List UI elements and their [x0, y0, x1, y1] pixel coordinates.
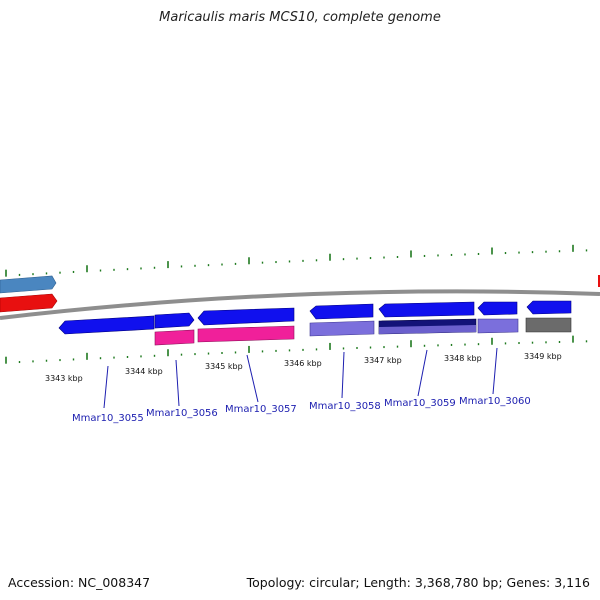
lower-feature-row — [154, 317, 572, 346]
inner-tick-arc — [5, 335, 588, 364]
scale-label: 3347 kbp — [364, 356, 402, 365]
scale-label: 3343 kbp — [45, 374, 83, 383]
scale-label: 3344 kbp — [125, 367, 163, 376]
leader-line-3059 — [417, 349, 428, 397]
feature-navy-3059-sheen — [379, 325, 476, 334]
gene-label-3059[interactable]: Mmar10_3059 — [384, 398, 456, 409]
upper-feature-row — [58, 300, 572, 335]
genome-summary-text: Topology: circular; Length: 3,368,780 bp… — [246, 575, 590, 590]
feature-purple-3060 — [477, 318, 519, 334]
accession-text: Accession: NC_008347 — [8, 575, 151, 590]
gene-label-3058[interactable]: Mmar10_3058 — [309, 401, 381, 412]
backbone-line — [0, 289, 600, 320]
gene-arrow-3056 — [154, 312, 195, 329]
feature-purple-3058 — [309, 320, 375, 337]
gene-label-3056[interactable]: Mmar10_3056 — [146, 408, 218, 419]
feature-steel-partial — [0, 275, 57, 294]
gene-arrow-3059 — [378, 301, 475, 318]
gene-arrow-3057 — [197, 307, 295, 326]
left-partial-features — [0, 275, 58, 313]
gene-arrow-3060 — [477, 301, 518, 316]
gene-label-3057[interactable]: Mmar10_3057 — [225, 404, 297, 415]
gene-label-3055[interactable]: Mmar10_3055 — [72, 413, 144, 424]
gene-label-3060[interactable]: Mmar10_3060 — [459, 396, 531, 407]
feature-red-partial — [0, 293, 58, 313]
scale-label: 3345 kbp — [205, 362, 243, 371]
leader-line-3056 — [175, 359, 180, 407]
scale-label: 3349 kbp — [524, 352, 562, 361]
scale-label: 3346 kbp — [284, 359, 322, 368]
leader-line-3057 — [246, 354, 259, 403]
scale-label: 3348 kbp — [444, 354, 482, 363]
feature-pink-3057 — [197, 325, 295, 343]
gene-arrow-3055 — [58, 315, 155, 335]
leader-line-3060 — [492, 347, 498, 395]
gene-labels: Mmar10_3055 Mmar10_3056 Mmar10_3057 Mmar… — [72, 396, 531, 424]
gene-label-leaders — [103, 347, 498, 409]
leader-line-3055 — [103, 365, 109, 409]
feature-pink-3056 — [154, 329, 195, 346]
outer-tick-arc — [5, 244, 588, 277]
leader-line-3058 — [341, 351, 345, 399]
map-title: Maricaulis maris MCS10, complete genome — [159, 10, 441, 25]
scale-labels: 3343 kbp 3344 kbp 3345 kbp 3346 kbp 3347… — [45, 352, 562, 383]
feature-gray-3061 — [525, 317, 572, 333]
gene-arrow-3061 — [526, 300, 572, 315]
gene-arrow-3058 — [309, 303, 374, 320]
